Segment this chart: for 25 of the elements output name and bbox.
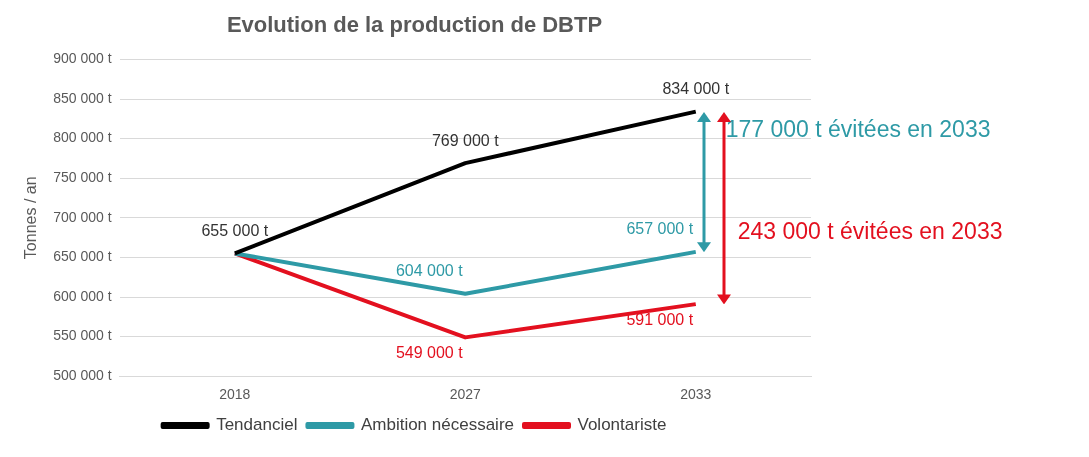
annotation: 243 000 t évitées en 2033 bbox=[737, 217, 1003, 245]
y-tick-label: 600 000 t bbox=[53, 287, 112, 304]
data-label: 549 000 t bbox=[395, 343, 464, 361]
chart-title: Evolution de la production de DBTP bbox=[226, 12, 603, 38]
data-label: 655 000 t bbox=[201, 221, 269, 239]
data-label: 769 000 t bbox=[431, 131, 500, 149]
legend-label: Ambition nécessaire bbox=[360, 415, 515, 435]
y-tick-label: 550 000 t bbox=[53, 327, 112, 344]
y-tick-label: 850 000 t bbox=[53, 89, 112, 106]
data-label: 604 000 t bbox=[395, 262, 464, 280]
legend-label: Volontariste bbox=[577, 415, 667, 435]
data-label: 657 000 t bbox=[626, 220, 694, 238]
x-tick-label: 2033 bbox=[680, 386, 712, 403]
y-axis-title: Tonnes / an bbox=[22, 176, 40, 260]
x-tick-label: 2027 bbox=[449, 386, 482, 403]
y-tick-label: 800 000 t bbox=[53, 129, 112, 146]
y-tick-label: 650 000 t bbox=[53, 248, 112, 265]
y-tick-label: 500 000 t bbox=[53, 367, 112, 384]
x-tick-label: 2018 bbox=[219, 386, 251, 403]
legend-label: Tendanciel bbox=[216, 415, 298, 435]
data-label: 834 000 t bbox=[662, 80, 730, 98]
y-tick-label: 700 000 t bbox=[53, 208, 112, 225]
y-tick-label: 750 000 t bbox=[53, 169, 112, 186]
y-tick-label: 900 000 t bbox=[53, 50, 112, 67]
annotation: 177 000 t évitées en 2033 bbox=[725, 115, 991, 143]
